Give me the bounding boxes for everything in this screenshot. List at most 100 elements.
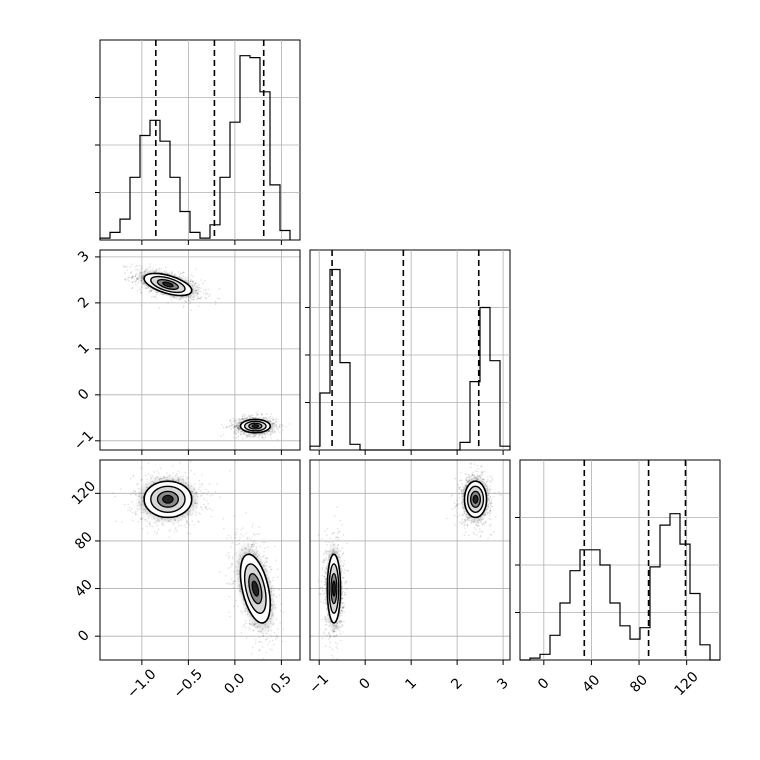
sample-point — [146, 532, 149, 535]
sample-point — [127, 278, 129, 280]
sample-point — [464, 473, 467, 475]
sample-point — [275, 618, 278, 620]
sample-point — [205, 505, 207, 508]
sample-point — [489, 480, 491, 482]
sample-point — [336, 506, 339, 508]
sample-point — [232, 580, 234, 583]
sample-point — [251, 414, 254, 416]
sample-point — [131, 519, 134, 522]
hist-panel-2 — [515, 459, 721, 665]
sample-point — [268, 566, 271, 568]
sample-point — [129, 509, 131, 512]
sample-point — [136, 269, 139, 272]
sample-point — [204, 289, 207, 291]
sample-point — [203, 503, 205, 506]
sample-point — [463, 524, 466, 527]
sample-point — [148, 523, 151, 525]
sample-point — [127, 509, 129, 511]
sample-point — [235, 419, 237, 422]
sample-point — [246, 435, 249, 438]
sample-point — [469, 466, 472, 469]
sample-point — [325, 628, 328, 630]
sample-point — [465, 477, 467, 480]
sample-point — [253, 435, 256, 437]
sample-point — [258, 641, 260, 643]
sample-point — [485, 520, 487, 522]
sample-point — [232, 587, 235, 589]
sample-point — [262, 666, 264, 668]
sample-point — [219, 496, 221, 498]
sample-point — [143, 519, 146, 521]
sample-point — [232, 427, 235, 430]
sample-point — [134, 280, 137, 283]
sample-point — [200, 495, 202, 497]
sample-point — [183, 524, 185, 526]
sample-point — [203, 498, 206, 500]
sample-point — [264, 666, 266, 668]
sample-point — [231, 423, 233, 426]
sample-point — [451, 494, 454, 496]
sample-point — [189, 532, 191, 535]
sample-point — [136, 290, 139, 292]
sample-point — [176, 530, 178, 532]
sample-point — [344, 591, 346, 594]
sample-point — [254, 533, 256, 536]
sample-point — [262, 555, 265, 558]
sample-point — [188, 299, 191, 302]
sample-point — [200, 279, 202, 281]
sample-point — [273, 632, 276, 634]
sample-point — [244, 414, 247, 416]
sample-point — [231, 562, 233, 565]
sample-point — [217, 297, 219, 300]
sample-point — [186, 520, 188, 523]
sample-point — [272, 419, 275, 421]
sample-point — [194, 282, 197, 285]
sample-point — [459, 521, 461, 523]
sample-point — [145, 474, 147, 477]
scatter-panel-1-2 — [309, 459, 511, 665]
sample-point — [235, 599, 237, 602]
sample-point — [281, 424, 283, 426]
sample-point — [271, 579, 274, 582]
sample-point — [178, 462, 181, 464]
sample-point — [266, 557, 269, 559]
sample-point — [230, 422, 233, 425]
sample-point — [241, 415, 244, 418]
sample-point — [281, 425, 284, 428]
sample-point — [481, 471, 484, 473]
sample-point — [459, 486, 462, 489]
sample-point — [166, 472, 168, 474]
sample-point — [467, 474, 470, 477]
sample-point — [241, 433, 244, 435]
sample-point — [324, 557, 327, 559]
sample-point — [486, 480, 489, 483]
sample-point — [237, 605, 239, 608]
contour-core — [251, 580, 260, 597]
sample-point — [234, 533, 237, 536]
sample-point — [227, 551, 230, 554]
sample-point — [248, 626, 251, 629]
sample-point — [491, 479, 494, 481]
sample-point — [238, 542, 241, 545]
sample-point — [222, 527, 225, 530]
sample-point — [195, 514, 197, 516]
sample-point — [343, 602, 345, 605]
sample-point — [199, 297, 202, 300]
sample-point — [140, 479, 142, 481]
sample-point — [197, 488, 200, 490]
sample-point — [279, 423, 281, 426]
sample-point — [134, 512, 136, 514]
sample-point — [256, 413, 259, 415]
sample-point — [477, 531, 480, 533]
sample-point — [261, 434, 264, 437]
sample-point — [336, 527, 339, 530]
sample-point — [480, 473, 482, 476]
sample-point — [190, 469, 192, 472]
sample-point — [228, 595, 231, 598]
sample-point — [181, 272, 184, 274]
sample-point — [153, 521, 155, 524]
sample-point — [245, 436, 248, 439]
sample-point — [131, 281, 133, 284]
sample-point — [114, 495, 116, 498]
sample-point — [273, 430, 276, 433]
